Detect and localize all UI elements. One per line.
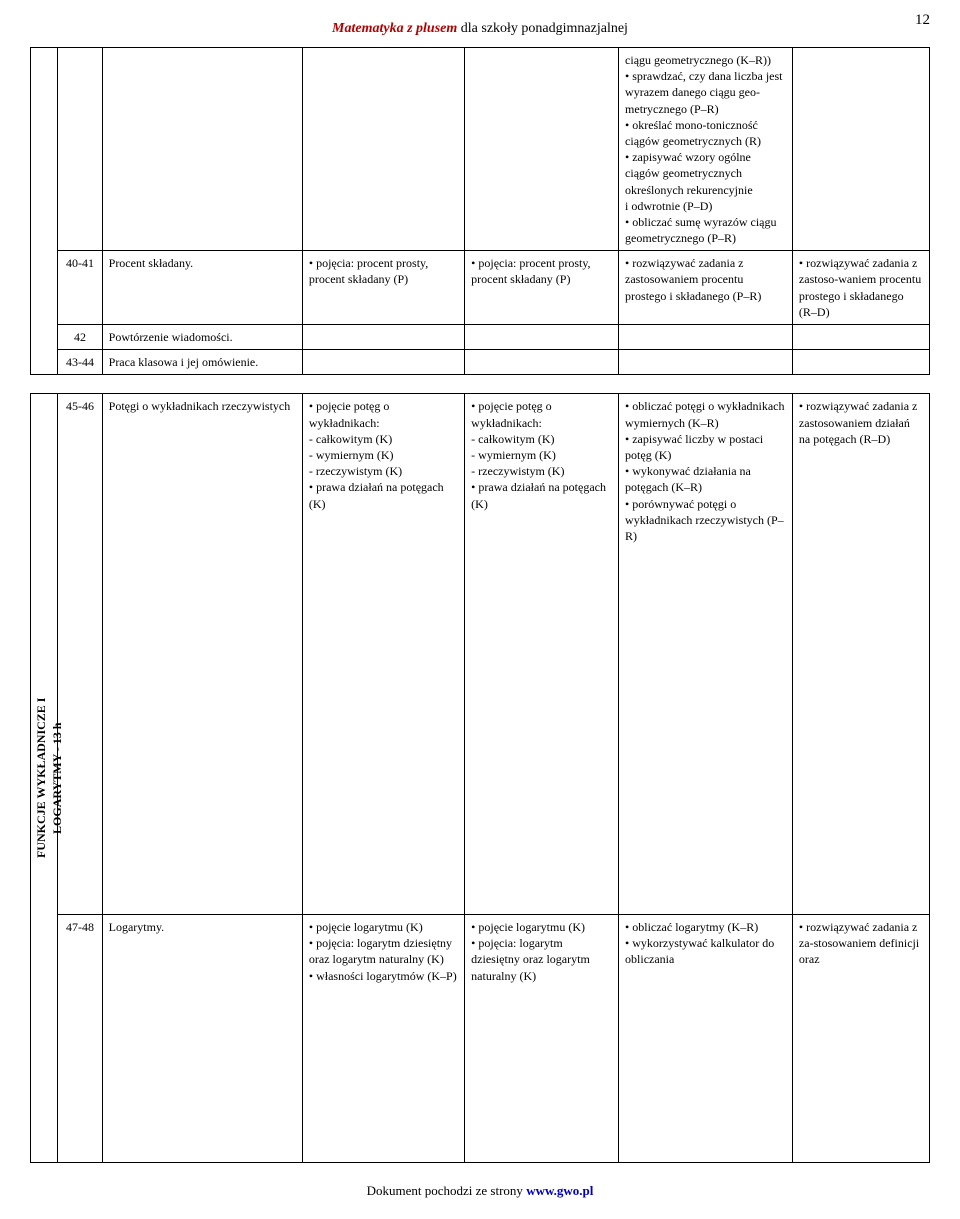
cell-c6 bbox=[792, 350, 929, 375]
cell-c6 bbox=[792, 325, 929, 350]
cell-c5: • rozwiązywać zadania z zastosowaniem pr… bbox=[619, 251, 793, 325]
section-sidebar: FUNKCJE WYKŁADNICZE I LOGARYTMY - 13 h bbox=[31, 394, 58, 1163]
cell-num bbox=[58, 48, 102, 251]
table-row: ciągu geometrycznego (K–R)) • sprawdzać,… bbox=[31, 48, 930, 251]
cell-c4: • pojęcie potęg o wykładnikach: - całkow… bbox=[465, 394, 619, 915]
cell-c4 bbox=[465, 350, 619, 375]
footer-link[interactable]: www.gwo.pl bbox=[526, 1183, 593, 1198]
table-row: 43-44 Praca klasowa i jej omówienie. bbox=[31, 350, 930, 375]
header-title: Matematyka z plusem dla szkoły ponadgimn… bbox=[332, 21, 628, 36]
cell-num: 42 bbox=[58, 325, 102, 350]
cell-topic: Procent składany. bbox=[102, 251, 302, 325]
cell-c3 bbox=[302, 48, 464, 251]
cell-c5: • obliczać potęgi o wykładnikach wymiern… bbox=[619, 394, 793, 915]
cell-c3 bbox=[302, 325, 464, 350]
curriculum-table-top: ciągu geometrycznego (K–R)) • sprawdzać,… bbox=[30, 47, 930, 375]
table-row: 42 Powtórzenie wiadomości. bbox=[31, 325, 930, 350]
footer-text: Dokument pochodzi ze strony bbox=[367, 1183, 527, 1198]
cell-c6: • rozwiązywać zadania z za-stosowaniem d… bbox=[792, 915, 929, 1163]
cell-topic: Powtórzenie wiadomości. bbox=[102, 325, 302, 350]
cell-c4 bbox=[465, 48, 619, 251]
sidebar-empty bbox=[31, 48, 58, 375]
cell-c4: • pojęcia: procent prosty, procent skład… bbox=[465, 251, 619, 325]
header-title-main: Matematyka z plusem bbox=[332, 21, 457, 36]
cell-c3: • pojęcie potęg o wykładnikach: - całkow… bbox=[302, 394, 464, 915]
cell-topic bbox=[102, 48, 302, 251]
cell-c3 bbox=[302, 350, 464, 375]
page-footer: Dokument pochodzi ze strony www.gwo.pl bbox=[30, 1183, 930, 1199]
page-number: 12 bbox=[915, 12, 930, 29]
header-title-rest: dla szkoły ponadgimnazjalnej bbox=[457, 21, 628, 36]
cell-c3: • pojęcie logarytmu (K) • pojęcia: logar… bbox=[302, 915, 464, 1163]
cell-c5 bbox=[619, 325, 793, 350]
section-label: FUNKCJE WYKŁADNICZE I LOGARYTMY - 13 h bbox=[31, 394, 67, 1162]
cell-topic: Praca klasowa i jej omówienie. bbox=[102, 350, 302, 375]
cell-c6: • rozwiązywać zadania z zastosowaniem dz… bbox=[792, 394, 929, 915]
curriculum-table-bottom: FUNKCJE WYKŁADNICZE I LOGARYTMY - 13 h 4… bbox=[30, 393, 930, 1163]
cell-topic: Potęgi o wykładnikach rzeczywistych bbox=[102, 394, 302, 915]
cell-c5: ciągu geometrycznego (K–R)) • sprawdzać,… bbox=[619, 48, 793, 251]
table-row: FUNKCJE WYKŁADNICZE I LOGARYTMY - 13 h 4… bbox=[31, 394, 930, 915]
cell-c4 bbox=[465, 325, 619, 350]
cell-num: 40-41 bbox=[58, 251, 102, 325]
cell-c3: • pojęcia: procent prosty, procent skład… bbox=[302, 251, 464, 325]
cell-num: 43-44 bbox=[58, 350, 102, 375]
cell-c4: • pojęcie logarytmu (K) • pojęcia: logar… bbox=[465, 915, 619, 1163]
table-row: 47-48 Logarytmy. • pojęcie logarytmu (K)… bbox=[31, 915, 930, 1163]
cell-c5: • obliczać logarytmy (K–R) • wykorzystyw… bbox=[619, 915, 793, 1163]
cell-c5 bbox=[619, 350, 793, 375]
cell-c6: • rozwiązywać zadania z zastoso-waniem p… bbox=[792, 251, 929, 325]
page-header: 12 Matematyka z plusem dla szkoły ponadg… bbox=[30, 20, 930, 37]
table-row: 40-41 Procent składany. • pojęcia: proce… bbox=[31, 251, 930, 325]
cell-c6 bbox=[792, 48, 929, 251]
cell-topic: Logarytmy. bbox=[102, 915, 302, 1163]
